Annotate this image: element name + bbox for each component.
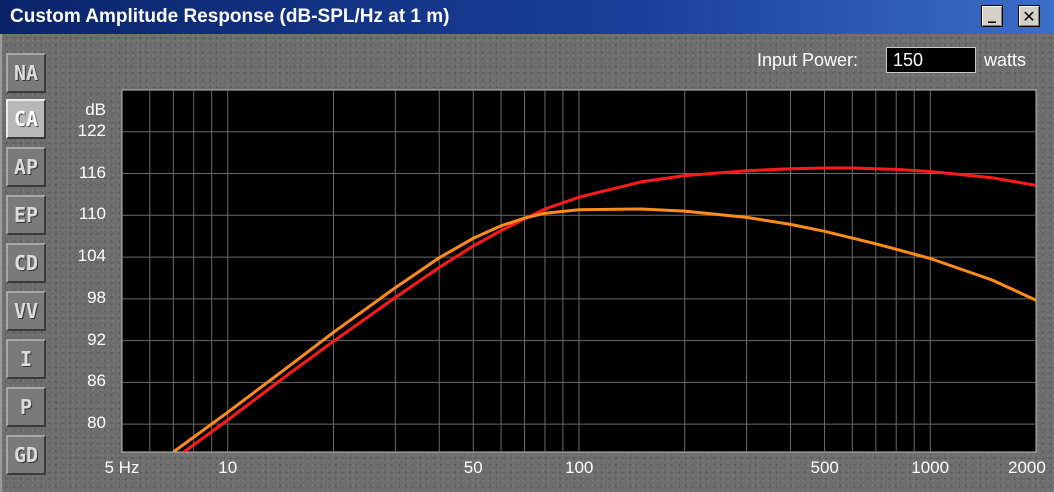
- window-title: Custom Amplitude Response (dB-SPL/Hz at …: [10, 6, 450, 27]
- input-power-unit: watts: [984, 50, 1027, 70]
- y-tick-label: 92: [87, 329, 106, 349]
- y-tick-label: 110: [78, 204, 106, 224]
- x-tick-label: 2000: [1008, 458, 1046, 477]
- close-button[interactable]: ✕: [1018, 5, 1040, 27]
- tab-na[interactable]: NA: [6, 53, 46, 93]
- minimize-icon: _: [988, 3, 996, 23]
- series-line: [172, 207, 1036, 452]
- y-tick-label: 98: [87, 287, 106, 307]
- x-tick-label: 10: [218, 458, 238, 477]
- y-tick-label: 80: [87, 413, 106, 433]
- tab-label: GD: [13, 443, 39, 467]
- tab-ap[interactable]: AP: [6, 147, 46, 187]
- tab-ca[interactable]: CA: [6, 99, 46, 139]
- input-power-label: Input Power:: [757, 50, 859, 70]
- input-power-field[interactable]: 150: [886, 47, 976, 73]
- y-axis-label: dB: [85, 100, 106, 119]
- x-tick-label: 500: [810, 458, 839, 477]
- tab-label: VV: [13, 299, 39, 323]
- tab-vv[interactable]: VV: [6, 291, 46, 331]
- x-tick-label: 5 Hz: [104, 458, 140, 477]
- tab-label: AP: [13, 155, 39, 179]
- tab-ep[interactable]: EP: [6, 195, 46, 235]
- x-tick-label: 100: [565, 458, 594, 477]
- tab-cd[interactable]: CD: [6, 243, 46, 283]
- tab-label: I: [19, 347, 33, 371]
- tab-label: CA: [13, 107, 39, 131]
- x-tick-label: 1000: [911, 458, 950, 477]
- y-tick-label: 86: [87, 371, 106, 391]
- y-tick-label: 122: [77, 120, 106, 140]
- tab-label: EP: [13, 203, 39, 227]
- minimize-button[interactable]: _: [981, 3, 1003, 27]
- title-bar[interactable]: Custom Amplitude Response (dB-SPL/Hz at …: [0, 0, 1054, 34]
- close-icon: ✕: [1022, 6, 1036, 26]
- tab-gd[interactable]: GD: [6, 435, 46, 475]
- tab-label: P: [19, 395, 33, 419]
- tab-p[interactable]: P: [6, 387, 46, 427]
- tab-label: CD: [13, 251, 39, 275]
- x-tick-label: 50: [463, 458, 483, 477]
- tab-i[interactable]: I: [6, 339, 46, 379]
- y-tick-label: 116: [78, 162, 106, 182]
- tab-label: NA: [13, 61, 39, 85]
- series-line: [183, 166, 1036, 452]
- y-tick-label: 104: [77, 246, 106, 266]
